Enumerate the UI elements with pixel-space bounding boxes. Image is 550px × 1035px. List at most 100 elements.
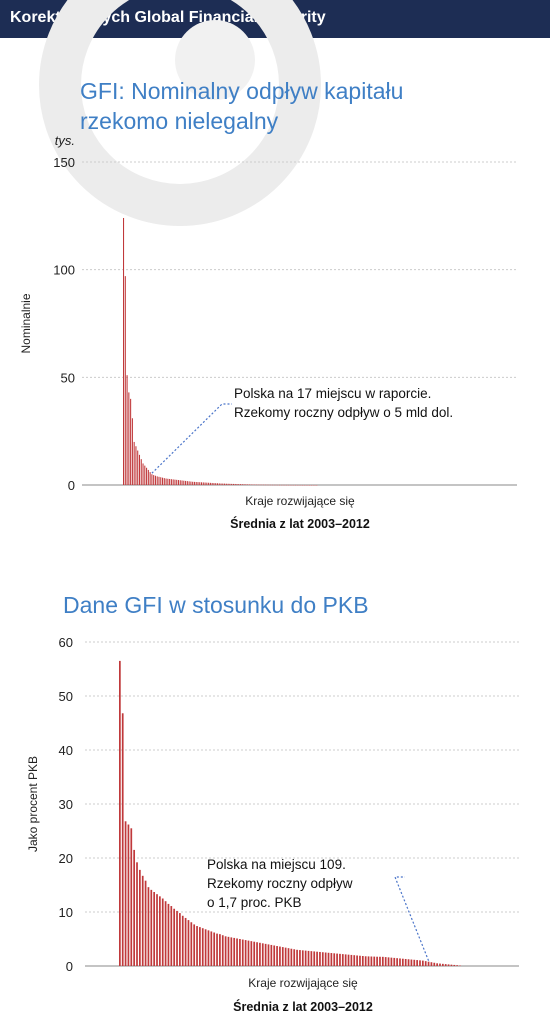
chart1-bar xyxy=(275,484,277,486)
chart1-bar xyxy=(144,465,146,485)
chart2-bar xyxy=(387,957,390,966)
chart2-bar xyxy=(424,961,427,966)
chart2-bar xyxy=(221,935,224,966)
chart1: 0 50 100 150 tys. Nominalnie Kraje rozwijające… xyxy=(19,133,517,531)
chart2-bar xyxy=(201,928,204,966)
chart1-bar xyxy=(211,482,213,485)
chart2-bar xyxy=(290,948,293,966)
chart2-bar xyxy=(456,965,458,966)
chart1-bar xyxy=(216,483,219,485)
chart2-bar xyxy=(341,954,344,966)
chart1-bar xyxy=(243,484,245,485)
chart1-bar xyxy=(252,484,254,485)
chart2-bar xyxy=(136,862,138,966)
chart2-bar xyxy=(436,963,438,966)
chart2-annotation-text: Polska na miejscu 109. xyxy=(207,857,346,872)
chart1-bar xyxy=(162,477,164,485)
chart2-bar xyxy=(207,930,210,966)
chart2-bar xyxy=(359,955,361,966)
chart1-bar xyxy=(146,467,148,485)
chart1-bar xyxy=(172,479,174,485)
chart1-bar xyxy=(179,480,181,485)
chart1-bar xyxy=(195,481,197,485)
chart1-bar xyxy=(176,479,178,485)
chart2-footnote: Średnia z lat 2003–2012 xyxy=(233,999,373,1014)
chart2-bar xyxy=(261,943,264,966)
chart1-bar xyxy=(130,398,132,485)
chart1-bar xyxy=(190,481,192,485)
chart2-xlabel: Kraje rozwijające się xyxy=(248,976,358,990)
chart1-bar xyxy=(220,483,222,485)
chart1-bar xyxy=(137,450,139,485)
chart1-bar xyxy=(247,484,249,485)
chart2-bar xyxy=(119,660,121,966)
chart2-bar xyxy=(130,828,133,966)
chart2-bar xyxy=(347,954,350,966)
chart2-bar xyxy=(176,910,178,966)
chart1-bar xyxy=(153,475,155,485)
chart2-bar xyxy=(184,917,187,966)
chart2-bar xyxy=(453,964,456,966)
chart1-bar xyxy=(294,484,297,486)
chart1-bar xyxy=(158,476,160,485)
chart1-bar xyxy=(197,482,199,485)
chart1-bar xyxy=(209,482,211,485)
chart2-bar xyxy=(170,906,173,966)
chart2-bar xyxy=(367,956,370,966)
chart2-bar xyxy=(264,943,267,966)
chart2-bar xyxy=(284,947,287,966)
chart1-title-line1: GFI: Nominalny odpływ kapitału xyxy=(80,78,404,104)
chart2-bar xyxy=(270,944,273,966)
chart1-bar xyxy=(193,481,195,485)
chart2-bar xyxy=(281,947,284,966)
chart1-bar xyxy=(284,484,286,486)
chart1-bar xyxy=(261,484,263,486)
chart2-bar xyxy=(450,964,453,966)
chart2-bar xyxy=(433,962,436,966)
chart2-bar xyxy=(244,940,247,966)
chart1-bar xyxy=(149,472,151,485)
chart1-bar xyxy=(183,480,185,485)
chart1-unit-label: tys. xyxy=(55,133,75,148)
chart1-bar xyxy=(177,480,180,485)
chart2: 0 10 20 30 40 50 60 Jako procent PKB Kraje rozwi… xyxy=(26,635,519,1014)
chart1-bar xyxy=(215,483,217,485)
chart2-bar xyxy=(287,948,290,966)
chart1-bar xyxy=(279,484,281,486)
chart1-bar xyxy=(245,484,247,485)
chart1-bar xyxy=(303,484,305,486)
chart2-bar xyxy=(239,939,241,966)
chart1-bar xyxy=(181,480,183,485)
chart1-bar xyxy=(192,481,194,485)
chart2-bar xyxy=(181,915,184,966)
chart2-bar xyxy=(384,957,387,966)
chart2-title-line1: Dane GFI w stosunku do PKB xyxy=(63,592,369,618)
chart2-bar xyxy=(267,944,270,966)
chart2-bar xyxy=(313,951,316,966)
chart1-annotation-text: Rzekomy roczny odpływ o 5 mld dol. xyxy=(234,405,453,420)
chart1-bar xyxy=(282,484,284,486)
chart2-bar xyxy=(144,880,147,966)
chart1-bar xyxy=(188,481,190,485)
chart2-ytick-label: 10 xyxy=(59,905,73,920)
chart1-bar xyxy=(170,479,172,485)
chart2-bar xyxy=(204,929,207,966)
chart2-bar xyxy=(310,951,313,966)
chart1-bar xyxy=(202,482,204,485)
chart1-bar xyxy=(128,392,130,485)
chart1-bar xyxy=(286,484,288,486)
chart1-bar xyxy=(123,217,125,485)
chart1-bar xyxy=(307,484,309,486)
chart2-bar xyxy=(356,955,358,966)
chart1-bar xyxy=(241,484,243,485)
chart2-annotation-text: o 1,7 proc. PKB xyxy=(207,895,302,910)
chart1-bar xyxy=(302,484,304,486)
chart1-bar xyxy=(231,483,233,485)
chart2-bar xyxy=(370,956,373,966)
chart1-bar xyxy=(312,484,314,486)
chart2-bar xyxy=(199,927,201,966)
chart2-bar xyxy=(376,956,378,966)
chart2-bar xyxy=(327,952,330,966)
chart2-bar xyxy=(336,953,338,966)
chart1-bar xyxy=(185,480,187,485)
